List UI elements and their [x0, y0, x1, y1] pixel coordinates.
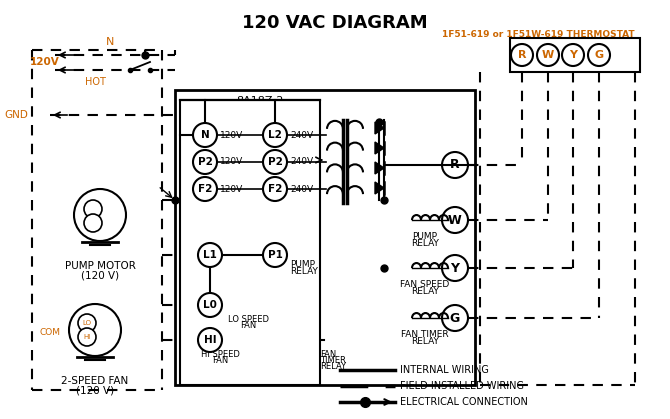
Text: 8A18Z-2: 8A18Z-2 [237, 96, 283, 106]
Text: 120V: 120V [220, 130, 243, 140]
Text: FAN TIMER: FAN TIMER [401, 330, 449, 339]
Polygon shape [375, 142, 384, 154]
Text: ELECTRICAL CONNECTION: ELECTRICAL CONNECTION [400, 397, 528, 407]
Text: LO SPEED: LO SPEED [228, 315, 269, 324]
Text: W: W [542, 50, 554, 60]
Text: (120 V): (120 V) [81, 270, 119, 280]
Text: TIMER: TIMER [320, 356, 346, 365]
Circle shape [562, 44, 584, 66]
Circle shape [263, 177, 287, 201]
Text: (120 V): (120 V) [76, 385, 114, 395]
Circle shape [84, 200, 102, 218]
Circle shape [193, 123, 217, 147]
Text: P2: P2 [267, 157, 283, 167]
Circle shape [84, 214, 102, 232]
Circle shape [198, 243, 222, 267]
Text: 2-SPEED FAN: 2-SPEED FAN [62, 376, 129, 386]
Text: N: N [200, 130, 209, 140]
Text: COM: COM [39, 328, 60, 336]
Text: W: W [448, 214, 462, 227]
Polygon shape [375, 162, 384, 174]
Text: R: R [450, 158, 460, 171]
Text: 120V: 120V [220, 184, 243, 194]
Circle shape [442, 207, 468, 233]
Polygon shape [375, 182, 384, 194]
Circle shape [537, 44, 559, 66]
Bar [180, 100, 320, 385]
Text: 240V: 240V [290, 184, 313, 194]
Text: Y: Y [569, 50, 577, 60]
Circle shape [74, 189, 126, 241]
Circle shape [78, 328, 96, 346]
Text: RELAY: RELAY [411, 287, 439, 296]
Text: L1: L1 [203, 250, 217, 260]
Text: G: G [594, 50, 604, 60]
Circle shape [511, 44, 533, 66]
Circle shape [193, 177, 217, 201]
Text: INTERNAL WIRING: INTERNAL WIRING [400, 365, 489, 375]
Circle shape [442, 152, 468, 178]
Text: N: N [106, 37, 114, 47]
Text: PUMP MOTOR: PUMP MOTOR [64, 261, 135, 271]
Text: FAN: FAN [212, 356, 228, 365]
Text: RELAY: RELAY [290, 267, 318, 276]
Circle shape [263, 243, 287, 267]
Text: 240V: 240V [290, 158, 313, 166]
Text: RELAY: RELAY [320, 362, 346, 371]
Text: P2: P2 [198, 157, 212, 167]
Circle shape [442, 305, 468, 331]
Circle shape [78, 314, 96, 332]
Bar [510, 38, 640, 72]
Text: R: R [518, 50, 526, 60]
Text: GND: GND [4, 110, 28, 120]
Circle shape [442, 255, 468, 281]
Circle shape [69, 304, 121, 356]
Circle shape [198, 328, 222, 352]
Text: PUMP: PUMP [413, 232, 438, 241]
Text: HI SPEED: HI SPEED [200, 350, 239, 359]
Text: 120 VAC DIAGRAM: 120 VAC DIAGRAM [242, 14, 428, 32]
Text: P1: P1 [267, 250, 283, 260]
Text: HOT: HOT [84, 77, 105, 87]
Text: G: G [450, 311, 460, 324]
Circle shape [198, 293, 222, 317]
Text: FAN: FAN [320, 350, 336, 359]
Text: FIELD INSTALLED WIRING: FIELD INSTALLED WIRING [400, 381, 524, 391]
Text: F2: F2 [268, 184, 282, 194]
Circle shape [193, 150, 217, 174]
Text: FAN: FAN [240, 321, 256, 330]
Text: PUMP: PUMP [290, 260, 315, 269]
Text: L0: L0 [203, 300, 217, 310]
Circle shape [263, 123, 287, 147]
Circle shape [588, 44, 610, 66]
Text: L2: L2 [268, 130, 282, 140]
Text: HI: HI [83, 334, 90, 340]
Text: FAN SPEED: FAN SPEED [401, 280, 450, 289]
Text: RELAY: RELAY [411, 239, 439, 248]
Text: Y: Y [450, 261, 460, 274]
Text: RELAY: RELAY [411, 337, 439, 346]
Text: 120V: 120V [220, 158, 243, 166]
Text: 1F51-619 or 1F51W-619 THERMOSTAT: 1F51-619 or 1F51W-619 THERMOSTAT [442, 30, 635, 39]
Circle shape [263, 150, 287, 174]
Text: F2: F2 [198, 184, 212, 194]
Text: 120V: 120V [30, 57, 60, 67]
Polygon shape [375, 122, 384, 134]
Bar [175, 90, 475, 385]
Text: 240V: 240V [290, 130, 313, 140]
Text: LO: LO [82, 320, 92, 326]
Text: HI: HI [204, 335, 216, 345]
